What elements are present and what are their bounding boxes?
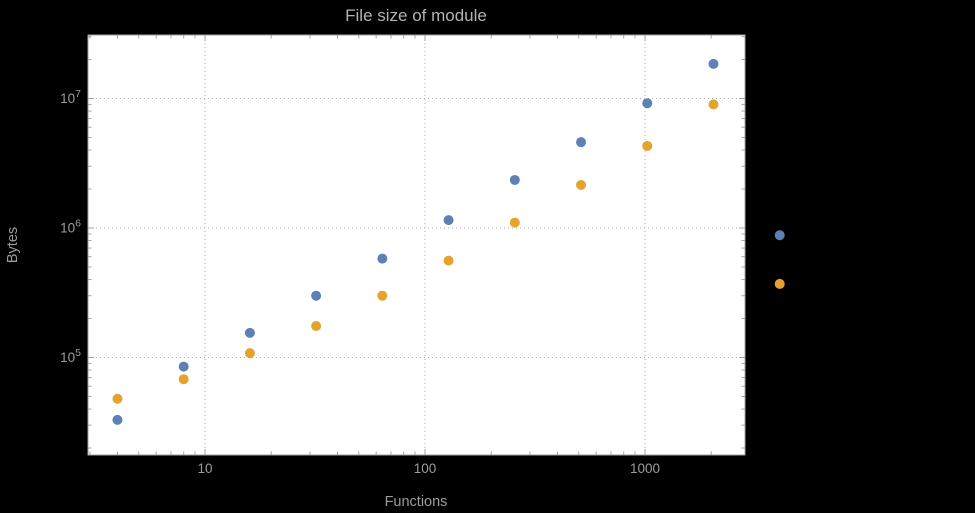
data-point-series-2-orange <box>443 255 454 266</box>
data-point-series-1-blue <box>443 215 454 226</box>
chart-title: File size of module <box>345 6 487 25</box>
plot-frame <box>87 34 746 456</box>
y-tick-label: 107 <box>60 88 81 106</box>
data-point-series-2-orange <box>509 217 520 228</box>
data-point-series-2-orange <box>642 140 653 151</box>
data-point-series-1-blue <box>178 361 189 372</box>
data-point-series-2-orange <box>377 290 388 301</box>
data-point-series-2-orange <box>774 278 785 289</box>
y-tick-label: 106 <box>60 218 81 236</box>
x-axis-label: Functions <box>384 494 448 510</box>
x-tick-label: 100 <box>414 461 437 476</box>
data-point-series-1-blue <box>244 327 255 338</box>
data-point-series-2-orange <box>708 99 719 110</box>
data-point-series-1-blue <box>509 174 520 185</box>
data-point-series-2-orange <box>112 393 123 404</box>
y-axis-label: Bytes <box>5 226 21 264</box>
data-point-series-1-blue <box>311 290 322 301</box>
data-point-series-1-blue <box>377 253 388 264</box>
data-point-series-2-orange <box>576 179 587 190</box>
data-point-series-1-blue <box>708 58 719 69</box>
data-point-series-1-blue <box>576 137 587 148</box>
data-point-series-2-orange <box>178 374 189 385</box>
data-point-series-2-orange <box>311 321 322 332</box>
data-point-series-2-orange <box>244 348 255 359</box>
plot-area <box>88 35 745 455</box>
data-point-series-1-blue <box>112 414 123 425</box>
x-tick-label: 1000 <box>630 461 660 476</box>
y-tick-label: 105 <box>60 347 81 365</box>
data-point-series-1-blue <box>642 98 653 109</box>
data-point-series-1-blue <box>774 230 785 241</box>
x-tick-label: 10 <box>197 461 212 476</box>
